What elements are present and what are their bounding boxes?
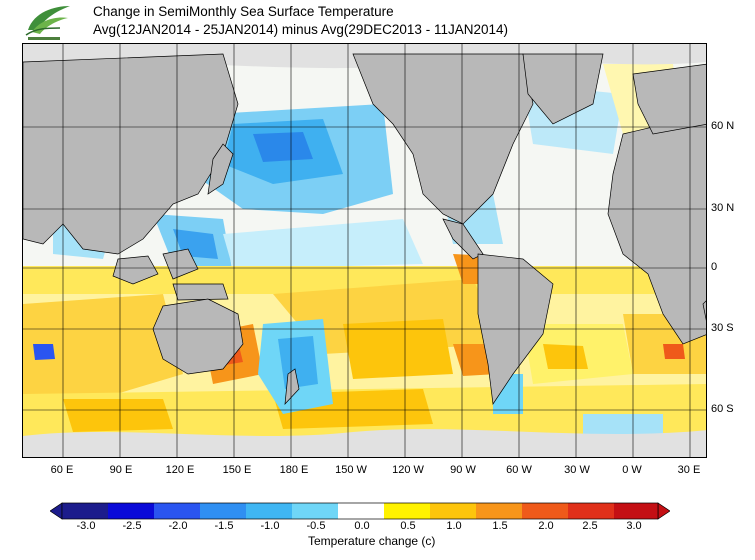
- lon-label-60w: 60 W: [506, 464, 532, 476]
- chart-title: Change in SemiMonthly Sea Surface Temper…: [93, 4, 394, 19]
- colorbar-swatch: [154, 503, 200, 519]
- colorbar-tick: -2.5: [122, 520, 142, 532]
- lon-label-120e: 120 E: [165, 464, 195, 476]
- grid: [23, 44, 706, 457]
- colorbar-tick: -3.0: [76, 520, 96, 532]
- wave-leaf-logo-icon: [20, 2, 76, 42]
- lon-label-150w: 150 W: [335, 464, 367, 476]
- colorbar-tick: 3.0: [626, 520, 642, 532]
- colorbar-swatch: [292, 503, 338, 519]
- colorbar-swatch: [108, 503, 154, 519]
- colorbar-tick: 2.0: [538, 520, 554, 532]
- lat-label-0: 0: [711, 261, 718, 273]
- colorbar-tick: -1.0: [260, 520, 280, 532]
- lon-label-30e: 30 E: [677, 464, 701, 476]
- lon-label-0w: 0 W: [622, 464, 642, 476]
- lat-label-30n: 30 N: [711, 202, 735, 214]
- colorbar-tick: 0.5: [400, 520, 416, 532]
- colorbar-swatch: [614, 503, 658, 519]
- colorbar-tick: 0.0: [354, 520, 370, 532]
- lat-label-60s: 60 S: [711, 403, 734, 415]
- colorbar-arrow-left: [50, 502, 63, 520]
- lon-label-180e: 180 E: [279, 464, 309, 476]
- colorbar-swatch: [338, 503, 384, 519]
- colorbar-tick: 2.5: [582, 520, 598, 532]
- colorbar-swatch: [246, 503, 292, 519]
- colorbar-title: Temperature change (c): [308, 534, 436, 548]
- colorbar-swatch: [476, 503, 522, 519]
- colorbar-swatch: [384, 503, 430, 519]
- colorbar: [50, 502, 670, 520]
- lon-label-30w: 30 W: [564, 464, 590, 476]
- colorbar-tick: -0.5: [306, 520, 326, 532]
- lon-label-60e: 60 E: [50, 464, 74, 476]
- lon-label-90w: 90 W: [450, 464, 476, 476]
- colorbar-tick: -2.0: [168, 520, 188, 532]
- lon-label-90e: 90 E: [109, 464, 133, 476]
- map-canvas: [23, 44, 706, 457]
- colorbar-swatch: [522, 503, 568, 519]
- lon-label-150e: 150 E: [222, 464, 252, 476]
- land: [23, 53, 706, 405]
- lon-label-120w: 120 W: [392, 464, 424, 476]
- chart-subtitle: Avg(12JAN2014 - 25JAN2014) minus Avg(29D…: [93, 22, 508, 37]
- colorbar-tick: -1.5: [214, 520, 234, 532]
- colorbar-tick: 1.5: [492, 520, 508, 532]
- colorbar-swatch: [62, 503, 108, 519]
- colorbar-swatch: [568, 503, 614, 519]
- lat-label-60n: 60 N: [711, 120, 735, 132]
- colorbar-swatch: [200, 503, 246, 519]
- lat-label-30s: 30 S: [711, 322, 734, 334]
- colorbar-swatch: [430, 503, 476, 519]
- colorbar-arrow-right: [657, 502, 670, 520]
- colorbar-tick: 1.0: [446, 520, 462, 532]
- sst-change-map: [22, 43, 707, 458]
